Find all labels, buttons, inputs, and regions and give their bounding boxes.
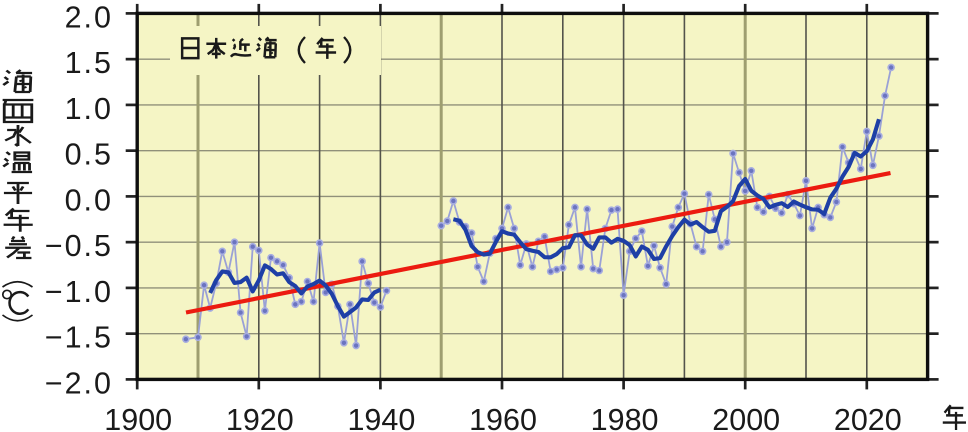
svg-text:0.0: 0.0 — [65, 183, 113, 217]
svg-text:−0.5: −0.5 — [45, 229, 113, 263]
svg-text:1.0: 1.0 — [65, 92, 113, 126]
svg-text:2000: 2000 — [712, 403, 780, 432]
svg-text:0.5: 0.5 — [65, 138, 113, 172]
svg-text:1940: 1940 — [347, 403, 415, 432]
svg-text:2.0: 2.0 — [65, 0, 113, 34]
svg-text:1900: 1900 — [104, 403, 172, 432]
svg-text:1920: 1920 — [226, 403, 294, 432]
svg-text:−1.0: −1.0 — [45, 275, 113, 309]
svg-text:2020: 2020 — [834, 403, 902, 432]
svg-text:−1.5: −1.5 — [45, 321, 113, 355]
svg-text:1980: 1980 — [591, 403, 659, 432]
svg-text:1.5: 1.5 — [65, 46, 113, 80]
svg-text:1960: 1960 — [469, 403, 537, 432]
svg-text:−2.0: −2.0 — [45, 366, 113, 400]
